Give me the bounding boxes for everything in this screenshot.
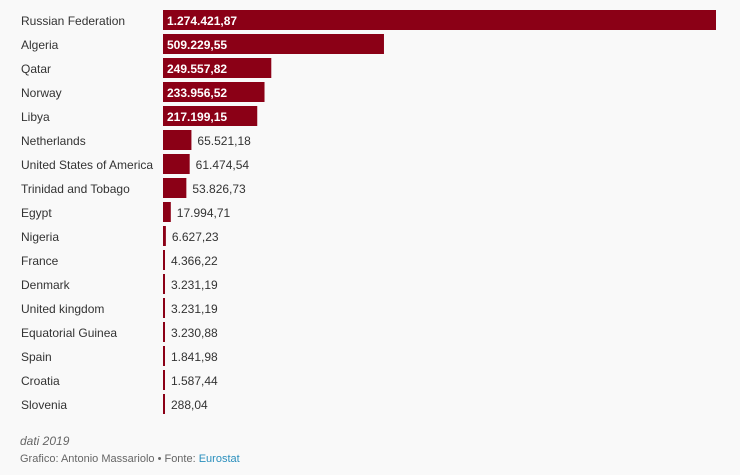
category-label: Nigeria: [21, 230, 59, 244]
bar[interactable]: [163, 130, 192, 150]
category-label: Qatar: [21, 62, 51, 76]
category-label: United States of America: [21, 158, 153, 172]
value-label: 6.627,23: [172, 230, 219, 244]
chart-footer: dati 2019 Grafico: Antonio Massariolo • …: [20, 434, 240, 465]
bar[interactable]: [163, 202, 171, 222]
value-label: 3.230,88: [171, 326, 218, 340]
footnote: dati 2019: [20, 434, 70, 448]
category-label: Egypt: [21, 206, 52, 220]
bar[interactable]: [163, 10, 716, 30]
category-label: Algeria: [21, 38, 59, 52]
bar[interactable]: [163, 82, 265, 102]
category-label: Netherlands: [21, 134, 86, 148]
category-label: Trinidad and Tobago: [21, 182, 130, 196]
value-label: 17.994,71: [177, 206, 231, 220]
value-label: 65.521,18: [197, 134, 251, 148]
value-label: 53.826,73: [192, 182, 246, 196]
category-label: Denmark: [21, 278, 71, 292]
category-label: Croatia: [21, 374, 60, 388]
value-label: 249.557,82: [167, 62, 227, 76]
value-label: 509.229,55: [167, 38, 227, 52]
bar[interactable]: [163, 178, 187, 198]
value-label: 4.366,22: [171, 254, 218, 268]
bar[interactable]: [163, 322, 165, 342]
category-label: Equatorial Guinea: [21, 326, 117, 340]
bar[interactable]: [163, 394, 165, 414]
bar[interactable]: [163, 106, 258, 126]
category-label: Libya: [21, 110, 50, 124]
bar-chart: Russian Federation 1.274.421,87 Algeria 509…: [21, 10, 716, 414]
value-label: 217.199,15: [167, 110, 227, 124]
bar[interactable]: [163, 370, 165, 390]
bar[interactable]: [163, 346, 165, 366]
value-label: 3.231,19: [171, 302, 218, 316]
category-label: Slovenia: [21, 398, 67, 412]
category-label: Norway: [21, 86, 62, 100]
value-label: 61.474,54: [196, 158, 250, 172]
bar[interactable]: [163, 226, 166, 246]
bar[interactable]: [163, 250, 165, 270]
category-label: Russian Federation: [21, 14, 125, 28]
value-label: 1.274.421,87: [167, 14, 237, 28]
value-label: 1.587,44: [171, 374, 218, 388]
category-label: United kingdom: [21, 302, 104, 316]
credit-text: Grafico: Antonio Massariolo • Fonte:: [20, 453, 199, 465]
bar[interactable]: [163, 298, 165, 318]
bar[interactable]: [163, 274, 165, 294]
category-label: France: [21, 254, 59, 268]
bar[interactable]: [163, 154, 190, 174]
bar[interactable]: [163, 34, 384, 54]
category-label: Spain: [21, 350, 52, 364]
credit-line: Grafico: Antonio Massariolo • Fonte: Eur…: [20, 453, 240, 465]
value-label: 1.841,98: [171, 350, 218, 364]
value-label: 3.231,19: [171, 278, 218, 292]
source-link[interactable]: Eurostat: [198, 453, 240, 465]
value-label: 288,04: [171, 398, 208, 412]
bar[interactable]: [163, 58, 272, 78]
value-label: 233.956,52: [167, 86, 227, 100]
